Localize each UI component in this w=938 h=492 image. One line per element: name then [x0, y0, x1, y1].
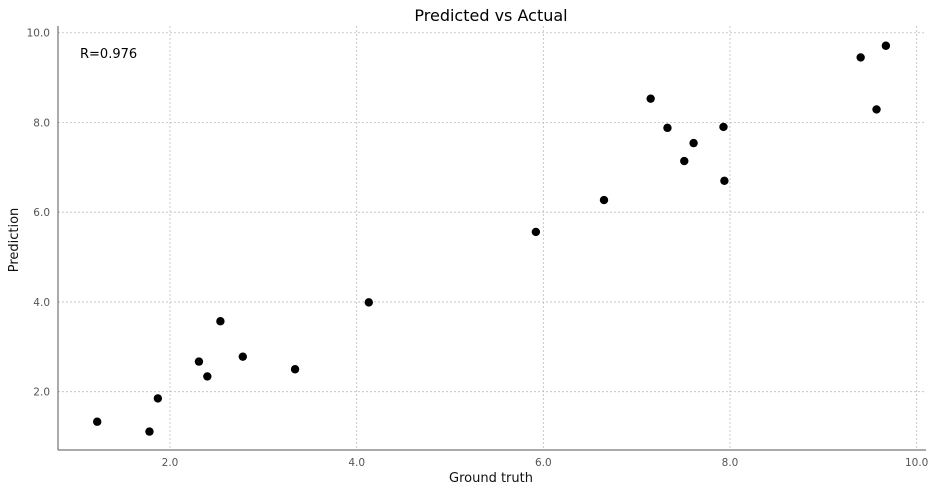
- data-point: [238, 352, 247, 361]
- data-point: [646, 94, 655, 103]
- data-point: [720, 176, 729, 185]
- data-point: [153, 394, 163, 403]
- data-point: [531, 227, 541, 237]
- data-point: [364, 298, 373, 307]
- y-tick-label: 2.0: [33, 387, 50, 399]
- x-tick-label: 4.0: [348, 457, 365, 469]
- x-tick-label: 2.0: [162, 457, 179, 469]
- data-point: [856, 53, 865, 62]
- correlation-annotation: R=0.976: [80, 47, 137, 62]
- y-tick-label: 10.0: [27, 28, 50, 40]
- grid: [58, 26, 926, 450]
- x-tick-label: 6.0: [535, 457, 552, 469]
- data-point: [881, 41, 891, 50]
- data-point: [145, 427, 154, 436]
- data-point: [872, 105, 881, 114]
- y-tick-label: 8.0: [33, 117, 50, 129]
- x-tick-label: 10.0: [905, 457, 928, 469]
- y-tick-label: 4.0: [33, 297, 50, 309]
- data-point: [93, 417, 102, 426]
- x-tick-labels: 2.0 4.0 6.0 8.0 10.0: [162, 457, 929, 469]
- data-point: [599, 195, 609, 205]
- data-point: [203, 372, 212, 381]
- data-point: [216, 317, 225, 326]
- x-axis-label: Ground truth: [449, 471, 533, 486]
- y-tick-label: 6.0: [33, 207, 50, 219]
- data-point: [194, 357, 204, 366]
- data-point: [719, 122, 728, 132]
- y-tick-labels: 2.0 4.0 6.0 8.0 10.0: [27, 28, 50, 399]
- data-points: [93, 41, 891, 436]
- data-point: [663, 123, 672, 133]
- x-tick-label: 8.0: [722, 457, 739, 469]
- y-axis-label: Prediction: [7, 208, 22, 273]
- data-point: [680, 156, 689, 166]
- data-point: [290, 365, 300, 374]
- chart-title: Predicted vs Actual: [414, 6, 567, 25]
- data-point: [689, 138, 698, 148]
